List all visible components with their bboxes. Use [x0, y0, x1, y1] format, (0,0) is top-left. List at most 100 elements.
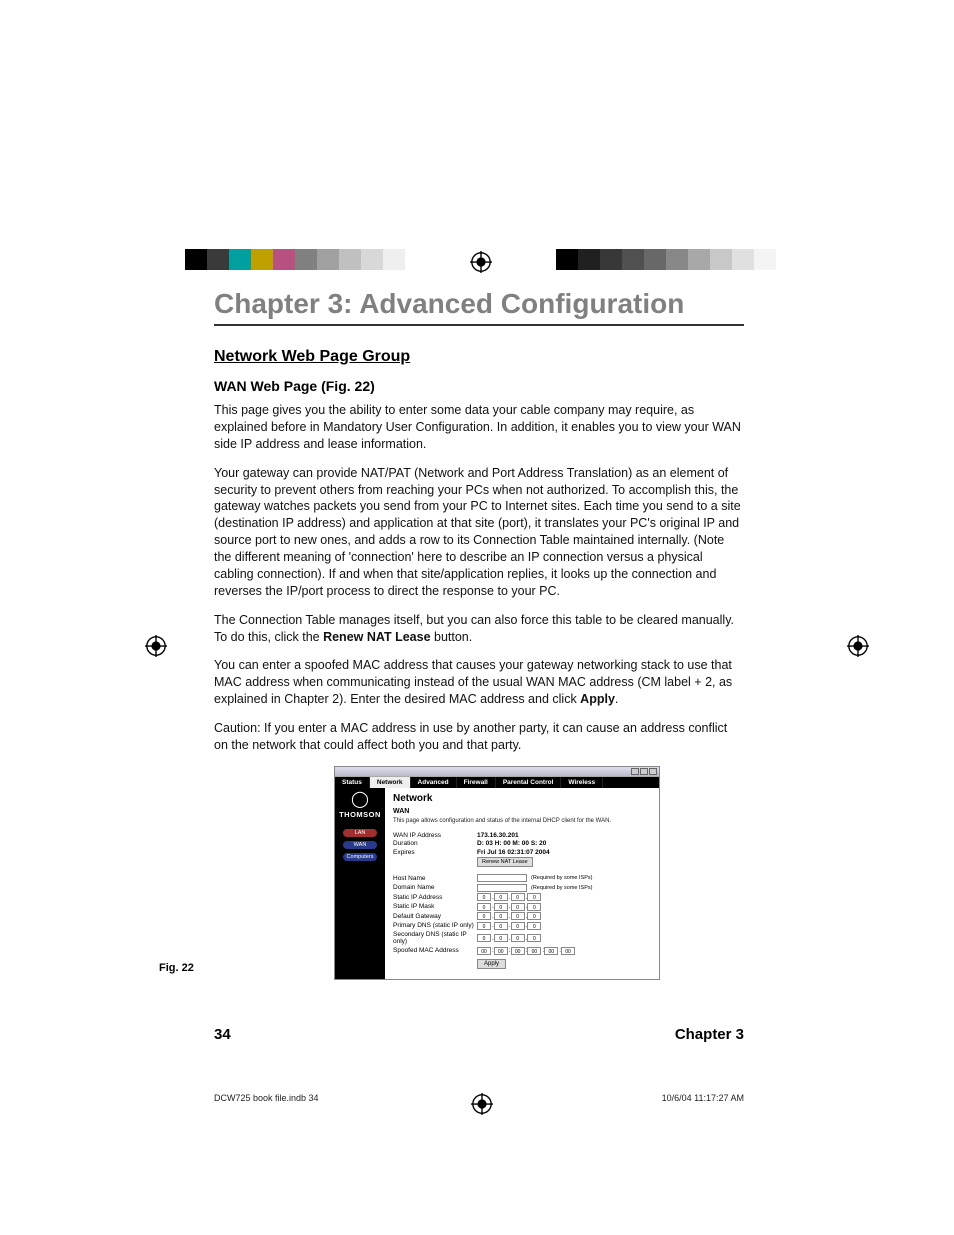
page-content: Chapter 3: Advanced Configuration Networ…	[214, 288, 744, 980]
mac-octet-input[interactable]: 00	[561, 947, 575, 955]
subsection-title: WAN Web Page (Fig. 22)	[214, 378, 744, 394]
color-swatch	[732, 249, 754, 270]
paragraph: This page gives you the ability to enter…	[214, 402, 744, 453]
field-note: (Required by some ISPs)	[531, 875, 592, 881]
bold-text: Apply	[580, 692, 615, 706]
field-label: WAN IP Address	[393, 832, 477, 839]
tab-parental-control[interactable]: Parental Control	[496, 777, 562, 788]
ip-octet-input[interactable]: 0	[494, 903, 508, 911]
ip-octet-input[interactable]: 0	[494, 934, 508, 942]
tab-advanced[interactable]: Advanced	[411, 777, 457, 788]
paragraph: Your gateway can provide NAT/PAT (Networ…	[214, 465, 744, 600]
ip-octet-input[interactable]: 0	[477, 893, 491, 901]
color-swatch	[207, 249, 229, 270]
page-footer: 34 Chapter 3	[214, 1026, 744, 1043]
ip-octet-input[interactable]: 0	[511, 903, 525, 911]
color-swatch	[754, 249, 776, 270]
text: You can enter a spoofed MAC address that…	[214, 658, 732, 706]
field-label: Static IP Address	[393, 894, 477, 901]
field-label: Secondary DNS (static IP only)	[393, 931, 477, 945]
paragraph: You can enter a spoofed MAC address that…	[214, 657, 744, 708]
color-swatch	[361, 249, 383, 270]
chapter-label: Chapter 3	[675, 1026, 744, 1043]
field-label: Spoofed MAC Address	[393, 947, 477, 954]
window-min-icon[interactable]	[631, 768, 639, 775]
ip-input-row: Primary DNS (static IP only)0.0.0.0	[393, 922, 651, 930]
ip-octet-input[interactable]: 0	[494, 922, 508, 930]
apply-button[interactable]: Apply	[477, 959, 506, 969]
tab-wireless[interactable]: Wireless	[561, 777, 603, 788]
ip-octet-input[interactable]: 0	[527, 912, 541, 920]
ip-input-row: Secondary DNS (static IP only)0.0.0.0	[393, 931, 651, 945]
ip-octet-input[interactable]: 0	[527, 893, 541, 901]
text-input[interactable]	[477, 884, 527, 892]
ip-octet-input[interactable]: 0	[511, 934, 525, 942]
ip-octet-input[interactable]: 0	[477, 912, 491, 920]
registration-mark-icon	[470, 251, 492, 273]
sidebar-item-computers[interactable]: Computers	[343, 853, 377, 861]
mac-octet-input[interactable]: 00	[477, 947, 491, 955]
window-close-icon[interactable]	[649, 768, 657, 775]
ip-octet-input[interactable]: 0	[527, 934, 541, 942]
ip-octet-input[interactable]: 0	[494, 893, 508, 901]
ip-octet-input[interactable]: 0	[494, 912, 508, 920]
mac-octet-input[interactable]: 00	[494, 947, 508, 955]
color-swatch	[273, 249, 295, 270]
color-swatch	[600, 249, 622, 270]
mac-octet-input[interactable]: 00	[527, 947, 541, 955]
paragraph: The Connection Table manages itself, but…	[214, 612, 744, 646]
page-number: 34	[214, 1026, 231, 1043]
ip-octet-input[interactable]: 0	[477, 922, 491, 930]
ip-octet-input[interactable]: 0	[511, 922, 525, 930]
figure-label: Fig. 22	[159, 962, 194, 974]
color-swatch	[251, 249, 273, 270]
color-swatch	[710, 249, 732, 270]
mac-octet-input[interactable]: 00	[544, 947, 558, 955]
window-max-icon[interactable]	[640, 768, 648, 775]
ip-octet-input[interactable]: 0	[527, 922, 541, 930]
color-swatch	[622, 249, 644, 270]
sidebar-item-lan[interactable]: LAN	[343, 829, 377, 837]
field-value: D: 03 H: 00 M: 00 S: 20	[477, 840, 546, 847]
color-swatch	[229, 249, 251, 270]
registration-mark-icon	[847, 635, 869, 657]
tab-firewall[interactable]: Firewall	[457, 777, 496, 788]
text-input[interactable]	[477, 874, 527, 882]
section-title: Network Web Page Group	[214, 348, 744, 366]
nav-tabs: StatusNetworkAdvancedFirewallParental Co…	[335, 777, 659, 788]
mac-input-row: Spoofed MAC Address00:00:00:00:00:00	[393, 947, 651, 955]
color-swatch	[317, 249, 339, 270]
ip-octet-input[interactable]: 0	[527, 903, 541, 911]
chapter-title: Chapter 3: Advanced Configuration	[214, 288, 744, 326]
ip-octet-input[interactable]: 0	[477, 903, 491, 911]
color-swatch	[644, 249, 666, 270]
sidebar-item-wan[interactable]: WAN	[343, 841, 377, 849]
color-swatch	[383, 249, 405, 270]
tab-network[interactable]: Network	[370, 777, 411, 788]
color-swatch	[688, 249, 710, 270]
mac-octet-input[interactable]: 00	[511, 947, 525, 955]
field-label: Duration	[393, 840, 477, 847]
panel-subheading: WAN	[393, 808, 651, 815]
renew-nat-lease-button[interactable]: Renew NAT Lease	[477, 857, 533, 867]
ip-octet-input[interactable]: 0	[511, 893, 525, 901]
brand-name: THOMSON	[335, 810, 385, 819]
text-input-row: Domain Name(Required by some ISPs)	[393, 884, 651, 892]
tab-status[interactable]: Status	[335, 777, 370, 788]
color-swatch	[666, 249, 688, 270]
ip-octet-input[interactable]: 0	[511, 912, 525, 920]
print-footer: DCW725 book file.indb 34 10/6/04 11:17:2…	[214, 1093, 744, 1103]
field-label: Primary DNS (static IP only)	[393, 922, 477, 929]
color-swatch	[556, 249, 578, 270]
ip-octet-input[interactable]: 0	[477, 934, 491, 942]
screenshot-figure: StatusNetworkAdvancedFirewallParental Co…	[334, 766, 660, 980]
color-swatch	[295, 249, 317, 270]
field-label: Host Name	[393, 875, 477, 882]
text: button.	[431, 630, 473, 644]
field-note: (Required by some ISPs)	[531, 885, 592, 891]
color-swatch	[339, 249, 361, 270]
field-value: Fri Jul 16 02:31:07 2004	[477, 849, 550, 856]
panel-description: This page allows configuration and statu…	[393, 818, 651, 824]
text-input-row: Host Name (Required by some ISPs)	[393, 874, 651, 882]
field-label: Expires	[393, 849, 477, 856]
